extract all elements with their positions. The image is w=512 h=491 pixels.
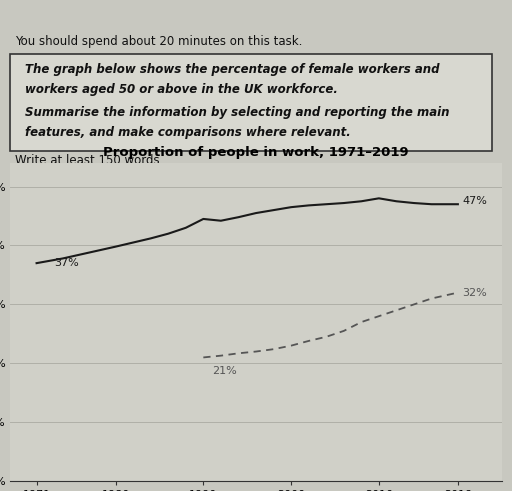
Text: 47%: 47%: [462, 196, 487, 206]
Text: features, and make comparisons where relevant.: features, and make comparisons where rel…: [25, 126, 351, 139]
FancyBboxPatch shape: [10, 54, 492, 151]
Text: Write at least 150 words.: Write at least 150 words.: [15, 154, 163, 167]
Text: workers aged 50 or above in the UK workforce.: workers aged 50 or above in the UK workf…: [25, 83, 338, 96]
Text: 32%: 32%: [462, 288, 487, 298]
Title: Proportion of people in work, 1971–2019: Proportion of people in work, 1971–2019: [103, 146, 409, 159]
Text: Summarise the information by selecting and reporting the main: Summarise the information by selecting a…: [25, 106, 450, 119]
Text: 37%: 37%: [54, 258, 79, 268]
Text: You should spend about 20 minutes on this task.: You should spend about 20 minutes on thi…: [15, 35, 303, 48]
Text: 21%: 21%: [212, 366, 237, 376]
Text: The graph below shows the percentage of female workers and: The graph below shows the percentage of …: [25, 63, 439, 76]
